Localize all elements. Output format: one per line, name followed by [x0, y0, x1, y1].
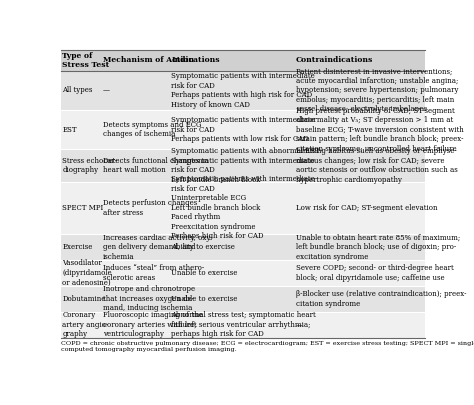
- Text: SPECT MPI: SPECT MPI: [63, 204, 104, 212]
- Text: Severe COPD; second- or third-degree heart
block; oral dipyridamole use; caffein: Severe COPD; second- or third-degree hea…: [296, 264, 454, 282]
- Text: β-Blocker use (relative contraindication); preex-
citation syndrome: β-Blocker use (relative contraindication…: [296, 290, 466, 308]
- Bar: [290, 110, 425, 149]
- Text: Induces “steal” from athero-
sclerotic areas: Induces “steal” from athero- sclerotic a…: [103, 264, 204, 282]
- Text: Increases cardiac activity, oxy-
gen delivery demand, and
ischemia: Increases cardiac activity, oxy- gen del…: [103, 234, 212, 260]
- Text: Ability to exercise: Ability to exercise: [172, 243, 235, 251]
- Text: Limiting habitus such as obesity or emphyse-
matous changes; low risk for CAD; s: Limiting habitus such as obesity or emph…: [296, 147, 457, 183]
- Text: Unable to exercise: Unable to exercise: [172, 269, 238, 277]
- Bar: [100, 286, 166, 312]
- Bar: [100, 260, 166, 286]
- Text: Fluoroscopic imaging of the
coronary arteries with left
ventriculography: Fluoroscopic imaging of the coronary art…: [103, 311, 202, 338]
- Bar: [290, 234, 425, 260]
- Text: Symptomatic patients with intermediate
risk for CAD
Perhaps patients with low ri: Symptomatic patients with intermediate r…: [172, 116, 315, 143]
- Bar: [61, 182, 100, 234]
- Text: Unable to exercise: Unable to exercise: [172, 295, 238, 303]
- Bar: [100, 71, 166, 110]
- Bar: [100, 50, 166, 71]
- Bar: [166, 312, 290, 338]
- Bar: [100, 312, 166, 338]
- Bar: [166, 286, 290, 312]
- Bar: [166, 50, 290, 71]
- Bar: [100, 182, 166, 234]
- Text: Symptomatic patients with intermediate
risk for CAD
Perhaps patients with high r: Symptomatic patients with intermediate r…: [172, 72, 315, 109]
- Bar: [100, 234, 166, 260]
- Bar: [290, 149, 425, 182]
- Text: Symptomatic patients with abnormal EST
Symptomatic patients with intermediate
ri: Symptomatic patients with abnormal EST S…: [172, 147, 320, 183]
- Text: Mechanism of Action: Mechanism of Action: [103, 56, 194, 64]
- Text: Unable to obtain heart rate 85% of maximum;
left bundle branch block; use of dig: Unable to obtain heart rate 85% of maxim…: [296, 234, 460, 260]
- Text: —: —: [103, 86, 110, 94]
- Text: All types: All types: [63, 86, 93, 94]
- Text: Low risk for CAD; ST-segment elevation: Low risk for CAD; ST-segment elevation: [296, 204, 437, 212]
- Bar: [61, 286, 100, 312]
- Bar: [166, 110, 290, 149]
- Text: Patient disinterest in invasive interventions;
acute myocardial infarction; unst: Patient disinterest in invasive interven…: [296, 67, 458, 113]
- Text: Detects functional changes in
heart wall motion: Detects functional changes in heart wall…: [103, 157, 208, 174]
- Text: High pretest probability of CAD; ST-segment
abnormality at V₅; ST depression > 1: High pretest probability of CAD; ST-segm…: [296, 107, 464, 153]
- Text: Detects perfusion changes
after stress: Detects perfusion changes after stress: [103, 199, 197, 217]
- Bar: [290, 50, 425, 71]
- Text: Vasodilator
(dipyridamole
or adenosine): Vasodilator (dipyridamole or adenosine): [63, 260, 112, 286]
- Bar: [61, 312, 100, 338]
- Bar: [61, 50, 100, 71]
- Bar: [61, 149, 100, 182]
- Text: Abnormal stress test; symptomatic heart
failure; serious ventricular arrhythmia;: Abnormal stress test; symptomatic heart …: [172, 311, 316, 338]
- Bar: [166, 182, 290, 234]
- Text: Inotrope and chronotrope
that increases oxygen de-
mand, inducing ischemia: Inotrope and chronotrope that increases …: [103, 286, 195, 312]
- Bar: [290, 182, 425, 234]
- Text: Exercise: Exercise: [63, 243, 93, 251]
- Bar: [100, 149, 166, 182]
- Text: EST: EST: [63, 126, 77, 134]
- Text: Type of
Stress Test: Type of Stress Test: [63, 52, 109, 69]
- Bar: [61, 71, 100, 110]
- Bar: [61, 234, 100, 260]
- Text: Stress echocar-
diography: Stress echocar- diography: [63, 157, 118, 174]
- Bar: [290, 260, 425, 286]
- Bar: [166, 234, 290, 260]
- Bar: [290, 71, 425, 110]
- Text: Indications: Indications: [172, 56, 220, 64]
- Text: Coronary
artery angio-
graphy: Coronary artery angio- graphy: [63, 311, 109, 338]
- Bar: [290, 312, 425, 338]
- Text: —: —: [296, 321, 303, 329]
- Bar: [61, 110, 100, 149]
- Bar: [290, 286, 425, 312]
- Text: Dobutamine: Dobutamine: [63, 295, 106, 303]
- Text: COPD = chronic obstructive pulmonary disease; ECG = electrocardiogram; EST = exe: COPD = chronic obstructive pulmonary dis…: [61, 341, 474, 352]
- Text: Detects symptoms and ECG
changes of ischemia: Detects symptoms and ECG changes of isch…: [103, 121, 201, 138]
- Bar: [100, 110, 166, 149]
- Bar: [61, 260, 100, 286]
- Bar: [166, 260, 290, 286]
- Text: Contraindications: Contraindications: [296, 56, 373, 64]
- Text: Symptomatic patients with intermediate
risk for CAD
Uninterpretable ECG
Left bun: Symptomatic patients with intermediate r…: [172, 175, 315, 240]
- Bar: [166, 149, 290, 182]
- Bar: [166, 71, 290, 110]
